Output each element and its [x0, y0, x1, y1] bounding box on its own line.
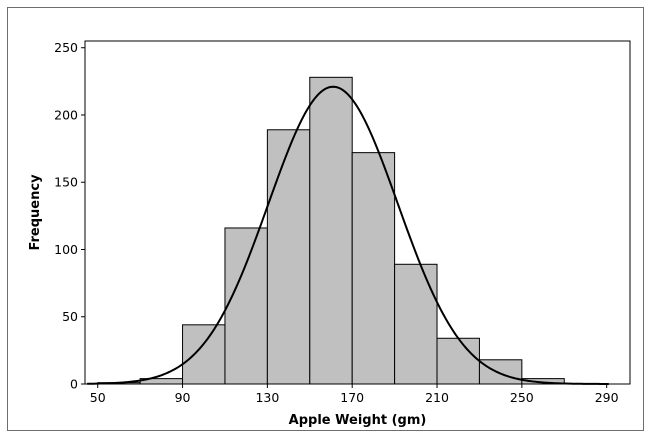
x-tick-label: 290	[595, 390, 619, 405]
histogram-bars	[97, 76, 565, 385]
histogram-bar-110-130	[224, 227, 268, 385]
histogram-bar-170-190	[351, 152, 396, 385]
y-axis-title: Frequency	[28, 174, 43, 251]
x-tick-label: 130	[255, 390, 279, 405]
y-tick-label: 100	[54, 242, 78, 257]
histogram-bar-230-250	[478, 359, 523, 385]
x-tick-label: 170	[340, 390, 364, 405]
y-tick-label: 150	[54, 175, 78, 190]
histogram-bar-210-230	[436, 337, 480, 385]
x-tick-label: 250	[510, 390, 534, 405]
histogram-bar-90-110	[182, 324, 226, 385]
y-tick-label: 250	[54, 40, 78, 55]
normal-fit-curve	[87, 85, 609, 385]
y-tick-label: 50	[62, 309, 78, 324]
x-tick-label: 90	[175, 390, 191, 405]
x-tick-label: 50	[90, 390, 106, 405]
x-axis-title: Apple Weight (gm)	[289, 413, 427, 428]
x-tick-label: 210	[425, 390, 449, 405]
histogram-bar-150-170	[309, 76, 353, 385]
y-axis: 0 50 100 150 200 250	[54, 40, 85, 392]
y-tick-label: 200	[54, 107, 78, 122]
y-tick-label: 0	[70, 377, 78, 392]
histogram-bar-190-210	[394, 263, 438, 385]
histogram-bar-130-150	[266, 129, 311, 385]
x-axis: 50 90 130 170 210 250 290	[90, 384, 619, 405]
histogram-bar-250-270	[521, 378, 565, 385]
